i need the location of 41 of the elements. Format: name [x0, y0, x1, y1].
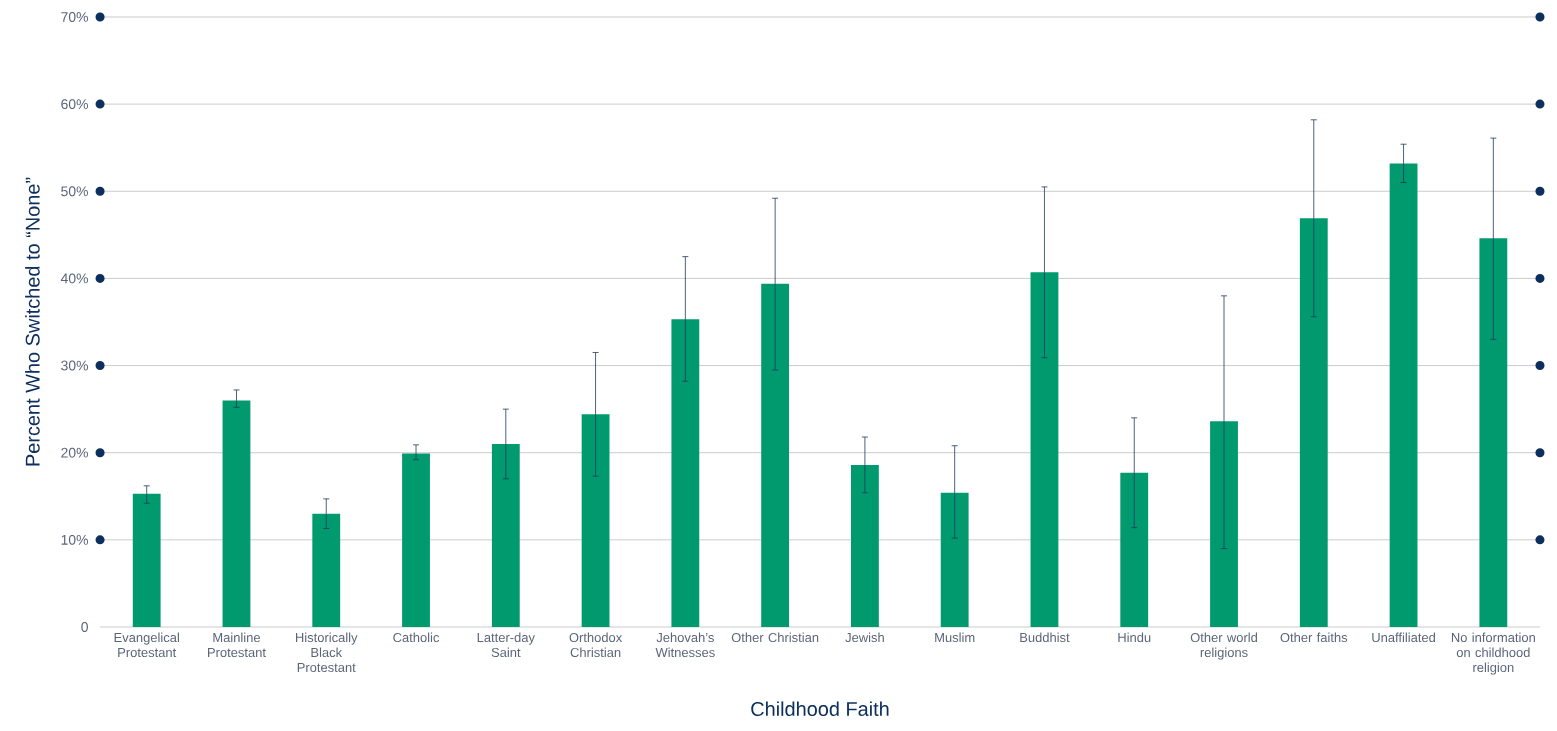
- x-tick-label: Orthodox Christian: [569, 632, 623, 658]
- y-tick-label: 0: [81, 622, 88, 632]
- x-tick-label: No information on childhood religion: [1451, 632, 1535, 675]
- bar: [1299, 218, 1328, 627]
- bar: [222, 400, 251, 627]
- x-tick-label: Buddhist: [1020, 632, 1070, 643]
- x-tick-label: Latter-day Saint: [477, 632, 535, 658]
- x-tick-label: Muslim: [935, 632, 975, 643]
- x-tick-label: Unaffiliated: [1372, 632, 1436, 643]
- y-tick-label: 30%: [61, 360, 88, 371]
- x-tick-label: Other Christian: [731, 632, 819, 643]
- bar: [761, 283, 790, 627]
- x-tick-label: Mainline Protestant: [208, 632, 266, 658]
- y-tick-label: 60%: [61, 99, 88, 110]
- bar: [581, 414, 610, 627]
- x-tick-label: Historically Black Protestant: [296, 632, 358, 672]
- bar: [940, 492, 969, 627]
- x-tick-label: Jewish: [845, 632, 884, 643]
- x-tick-label: Other world religions: [1190, 632, 1257, 660]
- y-tick-label: 10%: [61, 534, 88, 545]
- x-tick-label: Evangelical Protestant: [114, 632, 179, 658]
- bar: [850, 464, 879, 627]
- x-tick-label: Hindu: [1118, 632, 1151, 643]
- y-tick-label: 20%: [61, 447, 88, 458]
- x-axis-title: Childhood Faith: [751, 701, 889, 717]
- y-tick-label: 50%: [61, 186, 88, 197]
- bar: [1030, 272, 1059, 627]
- x-tick-label: Jehovah’s Witnesses: [655, 632, 715, 658]
- x-tick-label: Catholic: [393, 632, 440, 643]
- bar: [132, 493, 161, 627]
- bar: [671, 319, 700, 627]
- y-tick-label: 40%: [60, 273, 88, 284]
- x-tick-label: Other faiths: [1280, 632, 1348, 643]
- y-axis-title: Percent Who Switched to “None”: [25, 177, 40, 466]
- bar: [491, 443, 520, 627]
- bar: [1389, 163, 1418, 627]
- bar: [402, 453, 430, 627]
- bar: [1479, 238, 1508, 627]
- y-tick-label: 70%: [61, 12, 88, 22]
- bar: [312, 513, 341, 627]
- bar: [1120, 472, 1149, 627]
